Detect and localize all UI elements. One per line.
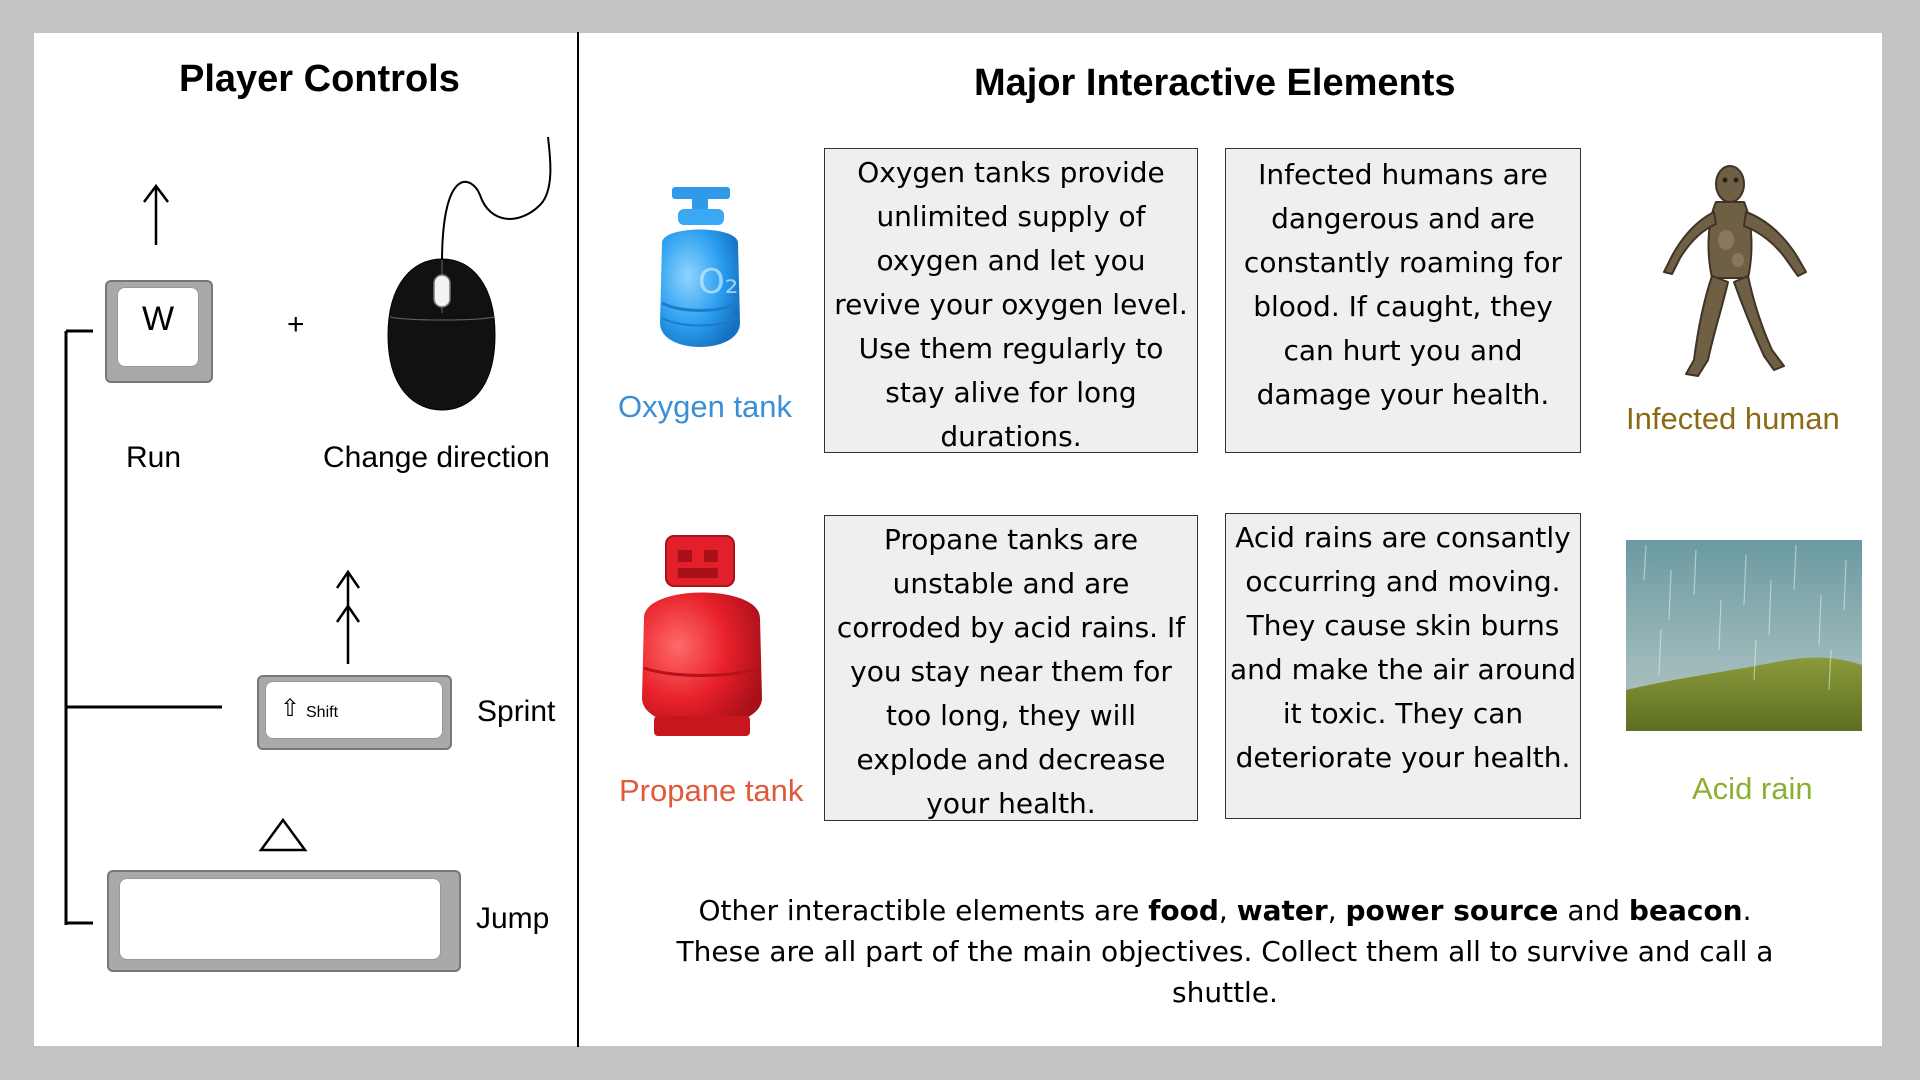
mouse-icon	[387, 136, 552, 411]
acid-rain-label: Acid rain	[1692, 771, 1813, 806]
player-controls-title: Player Controls	[179, 58, 460, 100]
oxygen-symbol-icon: O₂	[698, 262, 738, 302]
major-elements-title: Major Interactive Elements	[974, 62, 1456, 104]
space-key	[107, 870, 461, 972]
w-key-letter: W	[142, 300, 175, 338]
run-label: Run	[126, 441, 182, 474]
infected-human-description: Infected humans are dangerous and are co…	[1225, 148, 1581, 453]
shift-key-label: Shift	[306, 704, 339, 721]
change-direction-label: Change direction	[323, 441, 550, 474]
shift-arrow-icon: ⇧	[280, 694, 301, 722]
sprint-double-arrow-icon	[335, 569, 361, 664]
plus-sign: +	[287, 308, 305, 341]
footer-water: water	[1236, 894, 1328, 927]
w-key: W	[105, 280, 213, 383]
footer-beacon: beacon	[1628, 894, 1743, 927]
controls-bracket	[64, 329, 222, 925]
oxygen-tank-image: O₂	[660, 187, 740, 347]
jump-triangle-icon	[258, 817, 308, 852]
run-up-arrow-icon	[143, 183, 169, 245]
propane-tank-description: Propane tanks are unstable and are corro…	[824, 515, 1198, 821]
jump-label: Jump	[476, 902, 550, 935]
infected-human-image	[1663, 165, 1807, 377]
footer-text: Other interactible elements are food, wa…	[676, 894, 1774, 1009]
propane-tank-image	[642, 535, 762, 736]
footer-food: food	[1148, 894, 1219, 927]
panel-divider	[577, 32, 579, 1047]
oxygen-tank-description: Oxygen tanks provide unlimited supply of…	[824, 148, 1198, 453]
sprint-label: Sprint	[477, 695, 556, 728]
footer-power-source: power source	[1345, 894, 1559, 927]
shift-key: ⇧ Shift	[257, 675, 452, 750]
oxygen-tank-label: Oxygen tank	[618, 389, 793, 424]
propane-tank-label: Propane tank	[619, 773, 804, 808]
infected-human-label: Infected human	[1626, 401, 1840, 436]
acid-rain-description: Acid rains are consantly occurring and m…	[1225, 513, 1581, 819]
acid-rain-image	[1626, 540, 1862, 731]
